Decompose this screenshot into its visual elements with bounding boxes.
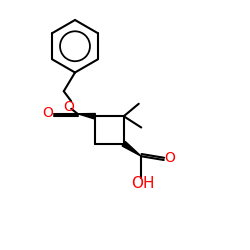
- Text: O: O: [164, 151, 175, 165]
- Polygon shape: [78, 114, 96, 119]
- Text: OH: OH: [131, 176, 154, 190]
- Polygon shape: [122, 142, 141, 156]
- Text: O: O: [42, 106, 53, 120]
- Text: O: O: [63, 100, 74, 114]
